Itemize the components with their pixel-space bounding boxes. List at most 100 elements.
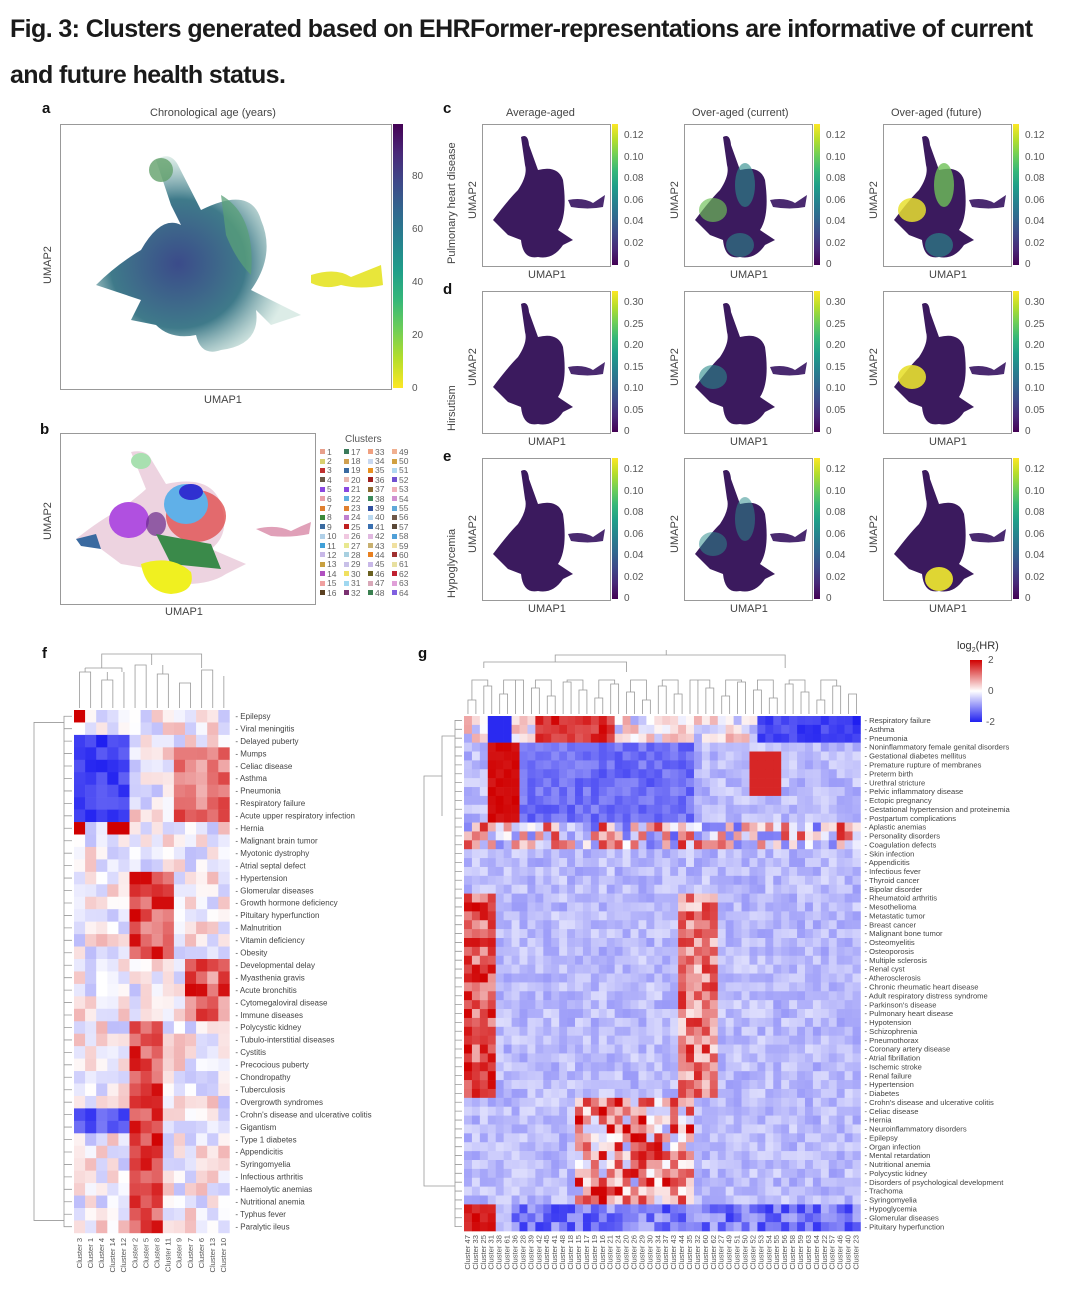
heatmap-g-cell — [678, 769, 687, 779]
heatmap-f-cell — [162, 784, 175, 798]
heatmap-g-cell — [567, 787, 576, 797]
heatmap-f-cell — [196, 871, 208, 885]
heatmap-f-cell — [85, 871, 97, 885]
heatmap-g-cell — [741, 1142, 750, 1152]
heatmap-f-cell — [107, 1021, 119, 1034]
heatmap-g-cell — [471, 1115, 481, 1125]
heatmap-f-cell — [140, 809, 152, 823]
heatmap-g-cell — [828, 1017, 838, 1028]
heatmap-g-cell — [820, 1053, 830, 1063]
heatmap-g-cell — [828, 1044, 838, 1054]
heatmap-g-cell — [606, 831, 615, 841]
heatmap-g-cell — [598, 1000, 608, 1010]
cluster-label: 34 — [375, 456, 385, 467]
heatmap-g-cell — [725, 991, 734, 1001]
heatmap-f-cell — [140, 959, 152, 972]
heatmap-g-cell — [519, 1053, 528, 1063]
heatmap-g-row-label: - Aplastic anemias — [865, 823, 927, 832]
heatmap-g-cell — [678, 982, 687, 992]
heatmap-g-cell — [852, 1213, 861, 1223]
heatmap-g-cell — [527, 1115, 536, 1125]
heatmap-g-cell — [749, 760, 758, 770]
heatmap-g-cell — [630, 1133, 639, 1143]
cluster-legend-item: 15 — [320, 578, 344, 588]
heatmap-g-cell — [527, 884, 536, 894]
cluster-swatch — [344, 467, 349, 473]
heatmap-f-cell — [207, 1083, 219, 1097]
heatmap-g-cell — [630, 955, 639, 965]
heatmap-g-cell — [479, 920, 489, 930]
heatmap-g-cell — [757, 760, 766, 770]
heatmap-g-cell — [836, 716, 845, 726]
heatmap-g-col-label: Cluster 52 — [748, 1235, 757, 1270]
heatmap-g-row-label: - Skin infection — [865, 849, 915, 858]
heatmap-g-cell — [693, 840, 703, 850]
cluster-label: 22 — [351, 493, 361, 504]
heatmap-g-cell — [471, 973, 481, 983]
heatmap-g-cell — [614, 866, 623, 877]
heatmap-g-cell — [471, 1088, 481, 1099]
heatmap-f-cell — [162, 934, 175, 947]
cluster-label: 29 — [351, 559, 361, 570]
heatmap-g-cell — [852, 1195, 861, 1205]
heatmap-g-cell — [733, 804, 742, 814]
heatmap-g-cell — [590, 1071, 600, 1081]
heatmap-g-cell — [670, 902, 679, 912]
heatmap-g-cell — [717, 1080, 726, 1090]
heatmap-g-cell — [590, 778, 600, 788]
heatmap-f-cell — [140, 983, 152, 997]
heatmap-f-cell — [74, 722, 86, 736]
heatmap-g-cell — [590, 902, 600, 912]
heatmap-g-cell — [519, 1044, 528, 1054]
heatmap-f-cell — [173, 1170, 186, 1184]
heatmap-f-cell — [218, 959, 230, 972]
heatmap-g-cell — [686, 1026, 695, 1036]
cluster-legend-item: 31 — [344, 578, 368, 588]
heatmap-g-cell — [471, 831, 481, 841]
heatmap-g-cell — [479, 973, 489, 983]
heatmap-g-cell — [638, 955, 647, 965]
cluster-legend-item: 14 — [320, 569, 344, 579]
heatmap-g-cell — [638, 902, 647, 912]
cluster-legend-item: 32 — [344, 588, 368, 598]
heatmap-g-cell — [582, 760, 592, 770]
heatmap-f-row-label: - Celiac disease — [235, 762, 292, 771]
heatmap-g-cell — [479, 787, 489, 797]
panel-e-umap-plot — [684, 458, 813, 601]
heatmap-g-cell — [630, 1088, 639, 1099]
heatmap-g-cell — [812, 1213, 822, 1223]
cluster-legend-item: 35 — [368, 465, 392, 475]
panel-d-cbar-tick: 0.30 — [826, 297, 846, 308]
heatmap-g-row-label: - Renal cyst — [865, 965, 906, 974]
heatmap-g-cell — [559, 920, 568, 930]
heatmap-f-cell — [151, 909, 164, 922]
heatmap-f-cell — [162, 1095, 175, 1109]
heatmap-g-row-label: - Rheumatoid arthritis — [865, 894, 938, 903]
cluster-swatch — [344, 496, 349, 502]
heatmap-g-cell — [567, 1026, 576, 1036]
heatmap-f-cell — [74, 996, 86, 1010]
heatmap-g-cell — [582, 1160, 592, 1170]
heatmap-g-cell — [812, 866, 822, 877]
heatmap-g-cell — [606, 1026, 615, 1036]
heatmap-g-cell — [662, 1213, 671, 1223]
heatmap-g-cell — [464, 911, 473, 921]
heatmap-g-cell — [479, 1017, 489, 1028]
heatmap-g-cell — [789, 1160, 798, 1170]
heatmap-f-cell — [162, 772, 175, 785]
heatmap-g-cell — [590, 1213, 600, 1223]
heatmap-g-cell — [733, 1026, 742, 1036]
heatmap-g-cell — [812, 1177, 822, 1187]
cluster-swatch — [368, 486, 373, 492]
heatmap-g-cell — [812, 1026, 822, 1036]
heatmap-g-cell — [598, 822, 608, 832]
heatmap-f-cell — [218, 722, 230, 736]
heatmap-g-cell — [559, 822, 568, 832]
heatmap-g-cell — [709, 1195, 719, 1205]
heatmap-g-cell — [662, 1088, 671, 1099]
heatmap-g-cell — [781, 813, 790, 823]
heatmap-g-cell — [614, 973, 623, 983]
heatmap-g-row-label: - Parkinson's disease — [865, 1000, 937, 1009]
heatmap-g-cell — [606, 849, 615, 859]
heatmap-g-cell — [686, 1222, 695, 1232]
